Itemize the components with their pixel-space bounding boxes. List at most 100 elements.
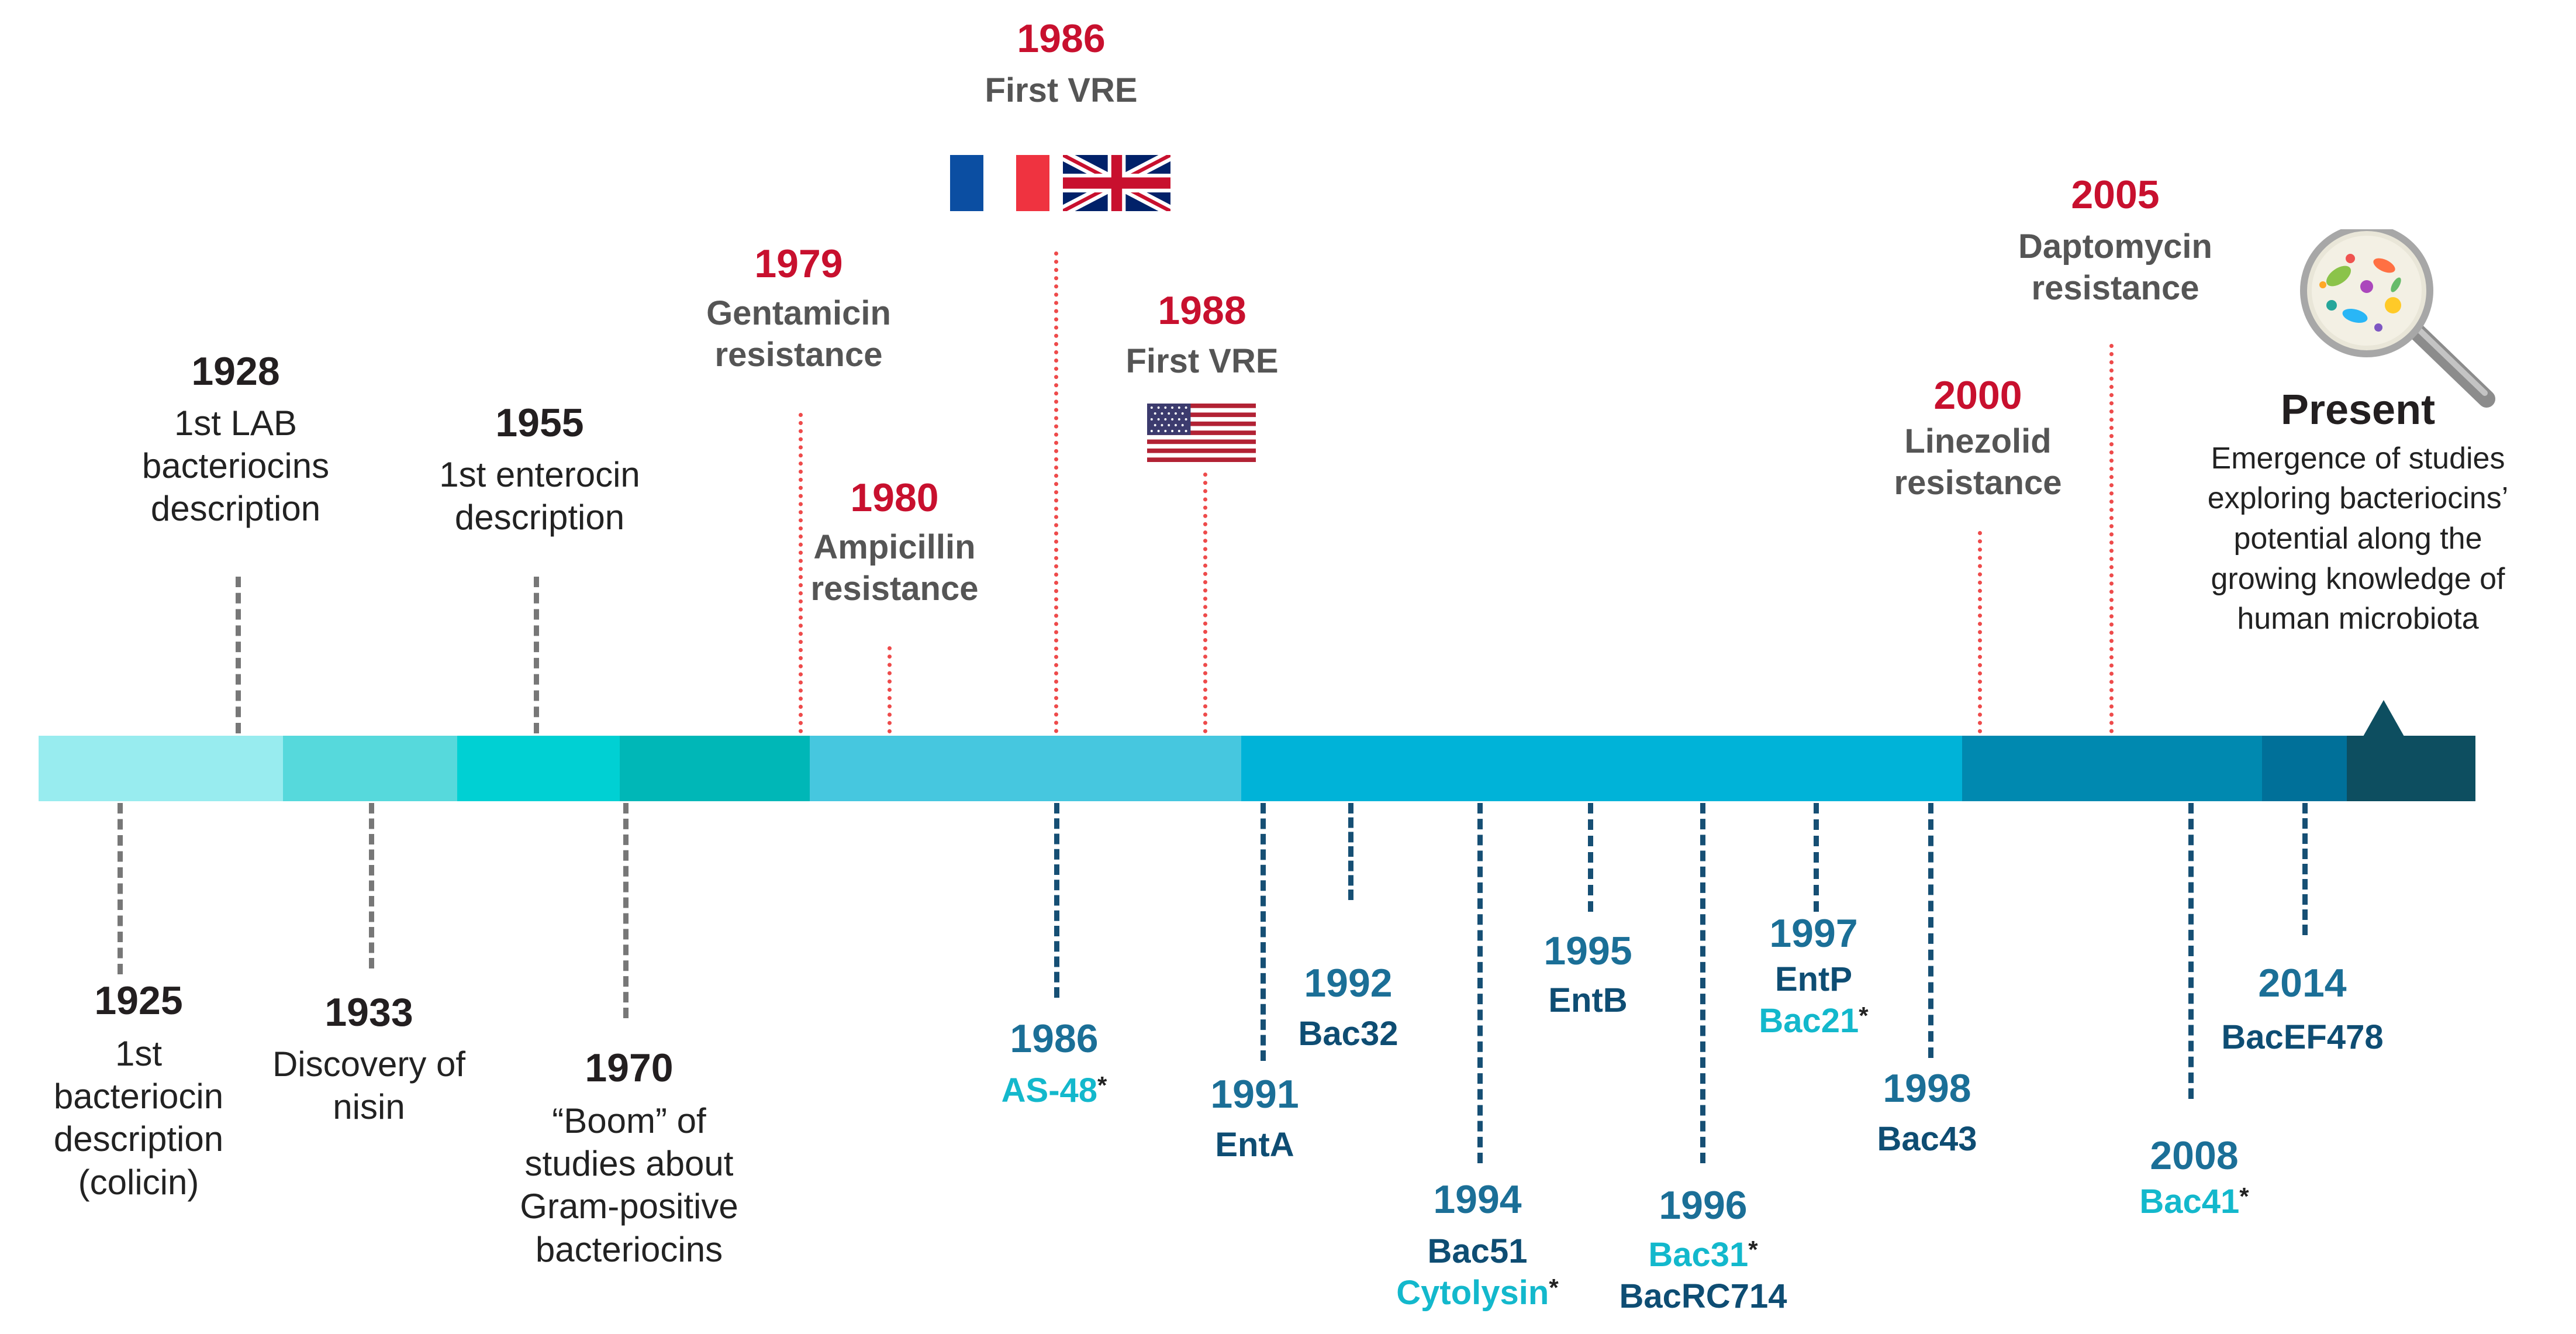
event-year: 1991 [1210,1072,1299,1116]
event-year: 2008 [2150,1133,2239,1178]
event-line: Linezolid [1904,422,2052,460]
event-line: nisin [333,1087,405,1127]
connector-1988 [1203,473,1207,733]
event-year: 2005 [2071,173,2160,217]
event-line: 1st LAB [174,403,298,443]
connector-1997 [1814,803,1819,912]
event-year: 1986 [1017,16,1106,61]
event-year: 1928 [191,349,280,394]
event-line: resistance [810,569,979,608]
connector-2000 [1978,531,1982,733]
present-line: growing knowledge of [2211,561,2505,596]
bacteriocin-2008: 2008 Bac41* [2139,1132,2249,1223]
event-line: Bac41* [2139,1182,2249,1221]
connector-1986-top [1054,251,1058,733]
timeline-segment [1962,736,2262,801]
event-1955: 1955 1st enterocin description [439,399,640,539]
event-year: 2014 [2258,961,2347,1005]
bacteriocin-1992: 1992 Bac32 [1299,959,1399,1055]
resistance-1979: 1979 Gentamicin resistance [706,240,891,375]
bacteriocin-1986: 1986 AS-48* [1002,1015,1107,1112]
event-line: “Boom” of [552,1101,706,1140]
event-year: 1980 [850,475,939,520]
event-line: resistance [2031,268,2199,307]
flag-usa-icon [1147,404,1256,462]
connector-1996 [1700,803,1705,1163]
event-line: Gentamicin [706,294,891,332]
event-line: Discovery of [272,1044,466,1084]
event-line: Ampicillin [813,528,976,566]
connector-1925 [118,803,123,974]
resistance-1988: 1988 First VRE [1125,287,1278,382]
connector-1970 [623,803,629,1018]
present-line: human microbiota [2237,602,2479,636]
event-line: Bac51 [1427,1232,1528,1270]
event-line: Bac32 [1298,1014,1399,1053]
timeline-segment [283,736,457,801]
event-line: EntB [1548,981,1628,1019]
event-line: description [150,489,321,529]
event-line: resistance [1894,463,2062,502]
event-line: AS-48* [1001,1071,1107,1109]
event-year: 1995 [1543,929,1632,973]
connector-1955 [534,577,539,733]
event-1928: 1928 1st LAB bacteriocins description [142,347,329,530]
event-year: 1933 [324,990,413,1035]
resistance-1986: 1986 First VRE [985,15,1137,112]
event-line: bacteriocins [141,446,330,486]
event-year: 1979 [754,242,843,286]
resistance-1980: 1980 Ampicillin resistance [811,474,979,609]
present-block: Present Emergence of studies exploring b… [2208,385,2509,639]
event-line: First VRE [1125,342,1279,380]
connector-1933 [369,803,374,968]
present-line: exploring bacteriocins’ [2207,481,2509,516]
event-year: 1997 [1769,911,1858,956]
present-title: Present [2280,387,2436,433]
event-line: bacteriocins [535,1229,723,1269]
event-line: First VRE [985,71,1138,109]
timeline-segment [457,736,620,801]
resistance-2005: 2005 Daptomycin resistance [2018,171,2212,309]
event-year: 2000 [1933,373,2022,418]
connector-1994 [1477,803,1483,1163]
connector-1991 [1261,803,1266,1061]
connector-2005 [2109,344,2114,733]
history-1925: 1925 1st bacteriocin description (colici… [54,977,223,1204]
event-year: 1998 [1883,1066,1971,1111]
event-line: Bac31* [1648,1235,1758,1274]
event-line: BacRC714 [1619,1277,1787,1315]
event-line: Cytolysin* [1396,1273,1559,1312]
connector-2014 [2302,803,2308,935]
event-year: 1986 [1010,1016,1099,1061]
event-year: 1992 [1304,961,1393,1005]
connector-1979 [799,413,803,733]
event-year: 1970 [585,1046,674,1090]
event-line: Gram-positive [520,1187,738,1226]
connector-2008 [2188,803,2194,1099]
present-line: Emergence of studies [2211,441,2505,475]
bacteriocin-2014: 2014 BacEF478 [2221,959,2383,1059]
bacteriocin-1996: 1996 Bac31* BacRC714 [1620,1181,1787,1317]
timeline-segment [620,736,810,801]
timeline-segment [2262,736,2347,801]
history-1933: 1933 Discovery of nisin [272,988,465,1128]
resistance-2000: 2000 Linezolid resistance [1894,371,2062,504]
timeline-segment [2347,736,2475,801]
connector-1998 [1928,803,1933,1058]
event-line: bacteriocin [53,1077,224,1116]
event-year: 1955 [495,401,584,445]
event-line: EntP [1774,960,1853,998]
event-line: EntA [1215,1125,1294,1164]
event-line: description [454,498,625,537]
timeline-segment [1241,736,1962,801]
connector-1986-bottom [1054,803,1059,998]
event-line: 1st enterocin [439,454,640,494]
event-year: 1994 [1433,1177,1522,1222]
event-line: Bac43 [1877,1119,1977,1158]
connector-1995 [1588,803,1593,912]
event-line: (colicin) [78,1162,199,1202]
event-line: Daptomycin [2018,227,2212,266]
magnifier-microbes-icon [2300,229,2495,408]
timeline-segment [810,736,1241,801]
history-1970: 1970 “Boom” of studies about Gram-positi… [520,1044,738,1271]
